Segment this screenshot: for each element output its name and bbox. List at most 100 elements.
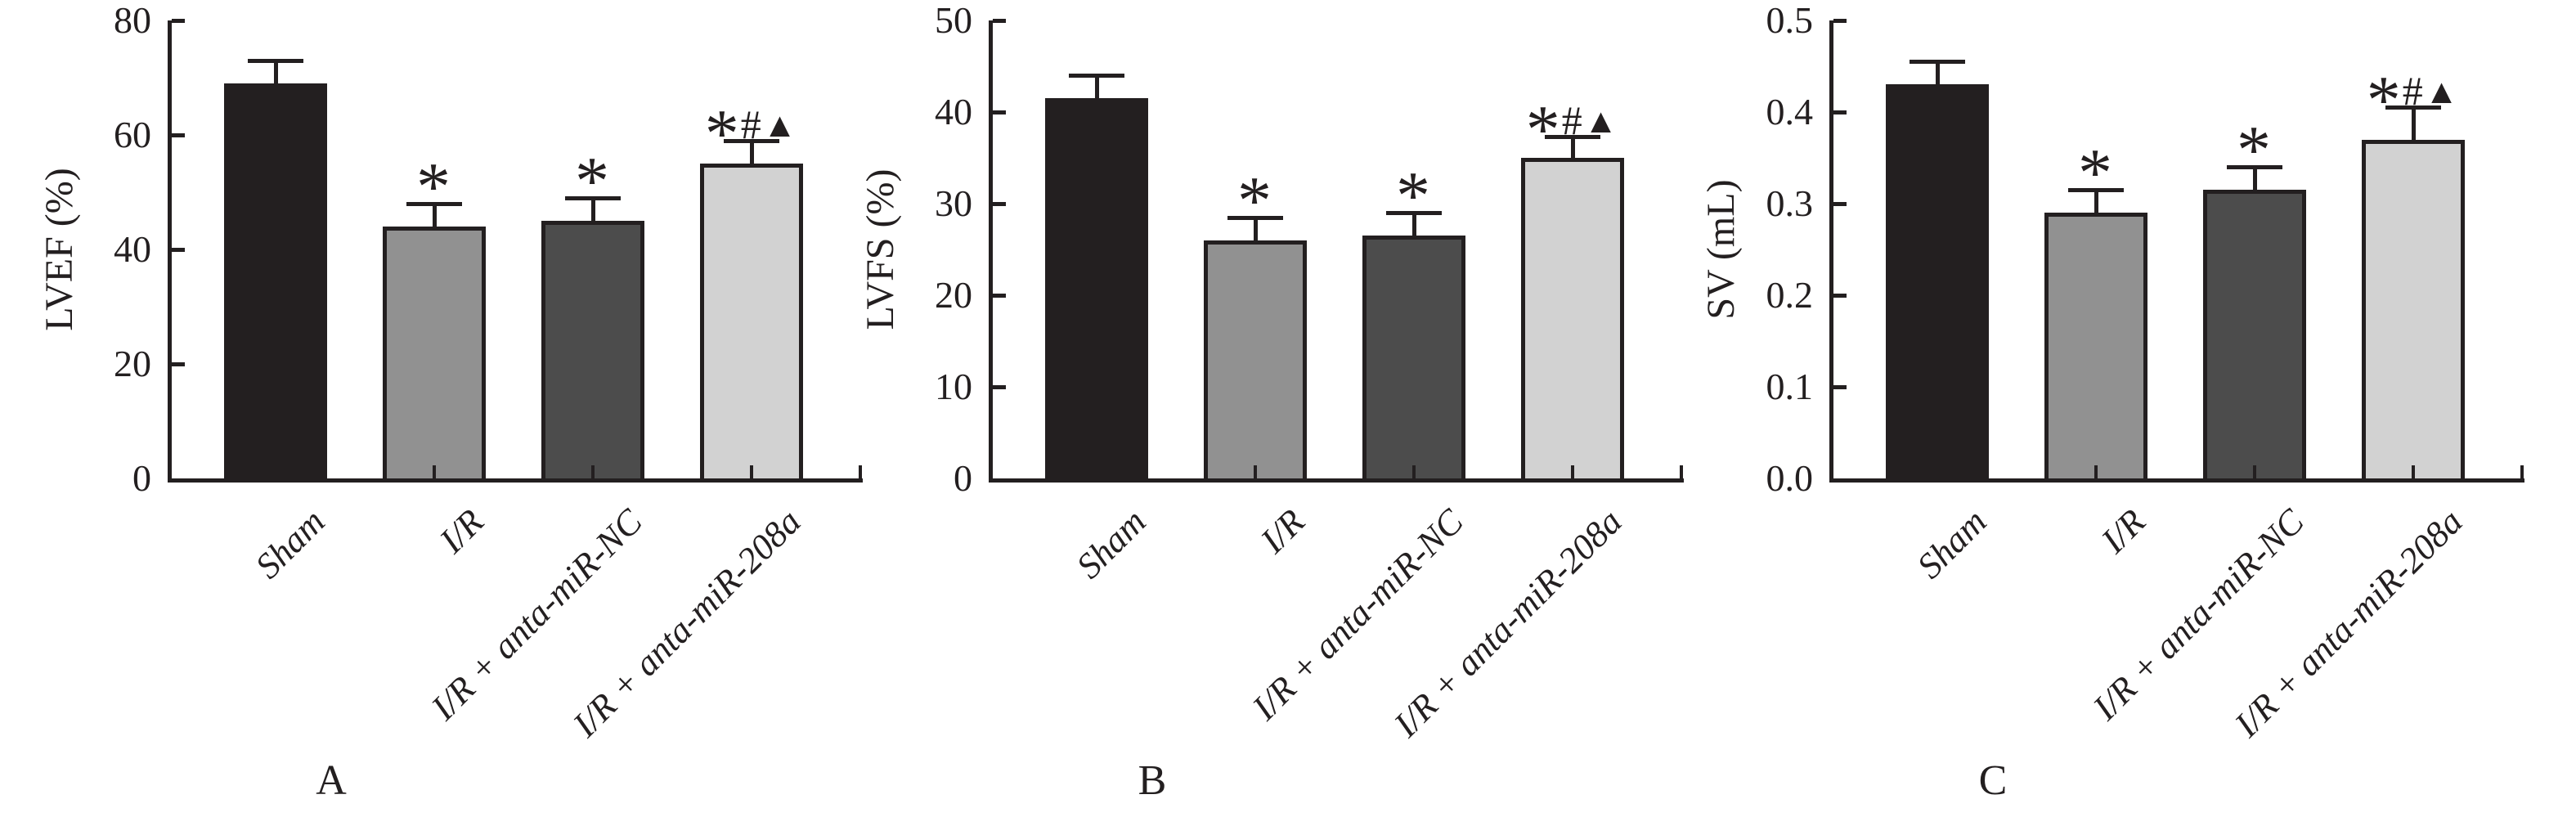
x-tick [1571, 465, 1574, 478]
triangle-symbol: ▲ [1583, 103, 1620, 141]
error-bar-stem [2094, 190, 2098, 215]
y-tick [172, 133, 185, 137]
y-tick [993, 294, 1006, 298]
x-tick [1095, 465, 1098, 478]
asterisk-symbol: * [1525, 92, 1562, 168]
x-tick [750, 465, 753, 478]
y-tick [993, 110, 1006, 114]
x-axis-end-tick [859, 465, 862, 478]
error-bar-stem [273, 61, 278, 85]
bar-sham [1886, 84, 1989, 483]
error-bar-stem [590, 198, 595, 222]
y-tick [1833, 294, 1847, 298]
error-bar-stem [1570, 137, 1575, 159]
x-tick [1936, 465, 1939, 478]
category-label-sham: Sham [1909, 501, 1995, 586]
x-tick [2094, 465, 2098, 478]
bar-i-r-anta-mir-208a [700, 164, 803, 483]
y-tick-label: 50 [935, 0, 972, 41]
y-tick-label: 0.0 [1766, 457, 1814, 499]
y-tick [1833, 385, 1847, 389]
panel-letter-b: B [1138, 757, 1167, 804]
error-bar-cap [1545, 135, 1600, 140]
x-axis-end-tick [2520, 465, 2524, 478]
y-tick [993, 385, 1006, 389]
asterisk-symbol: * [2366, 62, 2403, 139]
bar-i-r [383, 227, 486, 483]
error-bar-stem [2411, 107, 2416, 141]
sig-annotation-i-r-anta-mir-208a: *#▲ [2291, 62, 2536, 135]
panel-letter-c: C [1978, 757, 2008, 804]
error-bar-cap [1069, 74, 1124, 79]
y-axis [168, 20, 172, 483]
y-axis-title: LVFS (%) [859, 168, 902, 330]
y-tick-label: 0 [132, 457, 151, 499]
bar-i-r-anta-mir-nc [541, 221, 644, 483]
y-tick-label: 0.2 [1766, 274, 1814, 316]
y-tick [172, 362, 185, 366]
x-tick [433, 465, 436, 478]
error-bar-cap [724, 139, 779, 143]
x-tick [274, 465, 277, 478]
error-bar-cap [2227, 165, 2282, 170]
bar-i-r-anta-mir-nc [2203, 190, 2306, 483]
y-tick-label: 40 [114, 228, 151, 270]
y-tick [172, 248, 185, 252]
y-tick [1833, 19, 1847, 23]
y-tick-label: 0.1 [1766, 366, 1814, 407]
bar-i-r [1204, 240, 1307, 483]
error-bar-stem [1411, 213, 1416, 238]
y-tick-label: 0.4 [1766, 91, 1814, 132]
y-tick-label: 0.5 [1766, 0, 1814, 41]
triangle-symbol: ▲ [2424, 74, 2461, 112]
y-tick [993, 19, 1006, 23]
y-tick [993, 202, 1006, 206]
x-axis [989, 478, 1684, 483]
y-tick-label: 60 [114, 114, 151, 155]
y-axis-title: SV (mL) [1699, 179, 1743, 320]
y-tick-label: 40 [935, 91, 972, 132]
error-bar-cap [1910, 60, 1965, 65]
bar-sham [1045, 98, 1148, 483]
x-axis [1829, 478, 2524, 483]
x-axis [168, 478, 863, 483]
triangle-symbol: ▲ [762, 107, 799, 145]
y-axis-title: LVEF (%) [38, 168, 81, 331]
x-tick [1412, 465, 1416, 478]
error-bar-stem [432, 204, 437, 228]
x-tick [1254, 465, 1257, 478]
error-bar-cap [1227, 215, 1283, 220]
asterisk-symbol: * [704, 96, 741, 172]
error-bar-stem [1253, 217, 1258, 242]
y-tick-label: 0 [954, 457, 972, 499]
error-bar-cap [565, 196, 621, 200]
y-tick [172, 19, 185, 23]
error-bar-cap [406, 202, 462, 206]
y-tick-label: 20 [114, 343, 151, 384]
y-tick [1833, 202, 1847, 206]
y-tick-label: 80 [114, 0, 151, 41]
y-tick-label: 30 [935, 182, 972, 224]
y-tick-label: 0.3 [1766, 182, 1814, 224]
x-tick [2253, 465, 2256, 478]
error-bar-cap [2385, 105, 2441, 110]
bar-i-r [2044, 213, 2147, 483]
panel-letter-a: A [316, 757, 347, 804]
bar-i-r-anta-mir-nc [1362, 236, 1465, 483]
y-tick-label: 20 [935, 274, 972, 316]
error-bar-cap [2068, 188, 2124, 193]
error-bar-cap [248, 59, 303, 63]
y-tick [1833, 110, 1847, 114]
error-bar-stem [1094, 75, 1099, 101]
y-axis [989, 20, 993, 483]
x-tick [2412, 465, 2415, 478]
error-bar-stem [2252, 167, 2257, 192]
error-bar-stem [749, 141, 754, 165]
error-bar-stem [1935, 61, 1940, 87]
bar-i-r-anta-mir-208a [2362, 139, 2465, 483]
x-tick [591, 465, 595, 478]
bar-sham [224, 83, 327, 483]
y-tick-label: 10 [935, 366, 972, 407]
bar-i-r-anta-mir-208a [1521, 158, 1624, 483]
